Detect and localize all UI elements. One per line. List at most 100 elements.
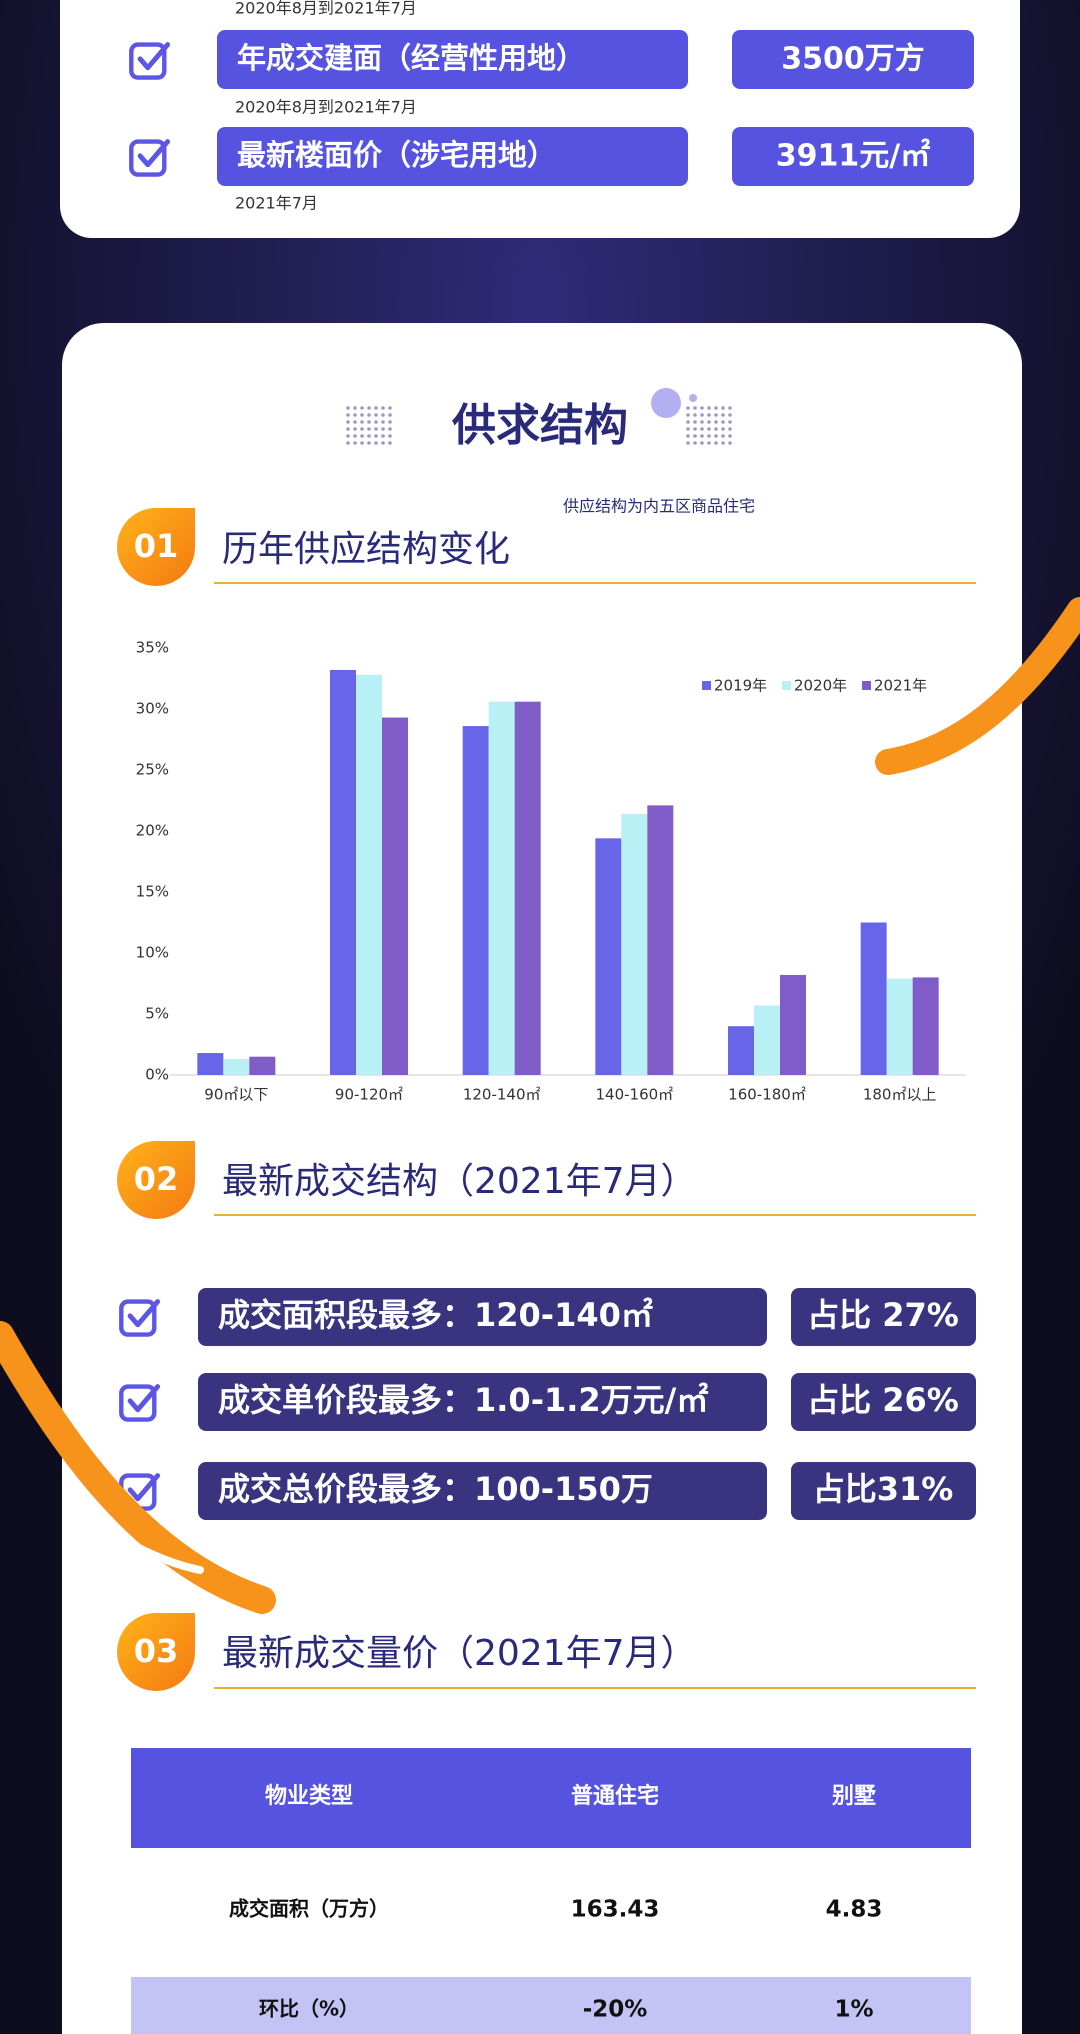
table-cell: 4.83 xyxy=(826,1897,883,1923)
dot xyxy=(346,406,350,410)
dot xyxy=(728,434,732,438)
bar xyxy=(356,674,382,1075)
dot xyxy=(360,434,364,438)
dot xyxy=(367,434,371,438)
y-tick-label: 10% xyxy=(136,944,169,962)
legend-label: 2019年 xyxy=(714,677,767,695)
deal-list: 成交面积段最多：120-140㎡ 占比 27% 成交单价段最多：1.0-1.2万元/… xyxy=(121,1288,976,1520)
section-number: 01 xyxy=(134,527,179,565)
table-row xyxy=(131,1977,971,2034)
dots-decoration xyxy=(346,406,732,445)
note: 2021年7月 xyxy=(235,194,318,213)
value-pill xyxy=(732,30,974,89)
share-pill xyxy=(791,1288,976,1346)
table-header-cell: 物业类型 xyxy=(265,1783,353,1809)
dot xyxy=(707,441,711,445)
deal-share: 占比 27% xyxy=(807,1296,959,1334)
bar xyxy=(621,813,648,1075)
label-pill xyxy=(198,1288,767,1346)
dot xyxy=(346,420,350,424)
dot xyxy=(367,441,371,445)
bar xyxy=(912,977,939,1075)
dot xyxy=(700,441,704,445)
y-tick-label: 5% xyxy=(145,1005,169,1023)
x-tick-label: 140-160㎡ xyxy=(595,1086,673,1104)
deal-label: 成交面积段最多：120-140㎡ xyxy=(218,1296,653,1334)
dot xyxy=(721,434,725,438)
dot xyxy=(360,413,364,417)
dot xyxy=(728,406,732,410)
dot xyxy=(367,406,371,410)
dot xyxy=(693,427,697,431)
legend-swatch xyxy=(702,681,711,690)
bar-chart: 0% 5% 10% 15% 20% 25% 30% 35% 90㎡以下 90-120㎡ 120-14… xyxy=(136,639,966,1104)
dot xyxy=(700,434,704,438)
dot xyxy=(707,406,711,410)
label-pill xyxy=(217,127,688,186)
bar xyxy=(647,805,674,1075)
table-cell: 1% xyxy=(834,1997,873,2023)
dot xyxy=(700,427,704,431)
table-header-cell: 普通住宅 xyxy=(571,1783,659,1809)
section-number: 02 xyxy=(134,1160,179,1198)
dot xyxy=(374,406,378,410)
y-tick-label: 20% xyxy=(136,822,169,840)
dot xyxy=(353,427,357,431)
dot xyxy=(728,427,732,431)
dot xyxy=(360,441,364,445)
bar xyxy=(514,701,541,1075)
dot xyxy=(353,406,357,410)
item-label: 年成交建面（经营性用地） xyxy=(237,41,585,75)
label-pill xyxy=(198,1373,767,1431)
table-cell: 成交面积（万方） xyxy=(229,1897,389,1921)
dot xyxy=(686,413,690,417)
decoration xyxy=(0,1321,276,1614)
label-pill xyxy=(198,1462,767,1520)
dot xyxy=(346,434,350,438)
dot xyxy=(353,413,357,417)
bar xyxy=(223,1059,250,1075)
share-pill xyxy=(791,1462,976,1520)
dot xyxy=(700,413,704,417)
dot xyxy=(388,434,392,438)
main-card xyxy=(62,323,1022,2034)
card-subtitle: 供应结构为内五区商品住宅 xyxy=(563,497,755,516)
dot xyxy=(686,441,690,445)
bar xyxy=(462,726,489,1075)
dot xyxy=(381,441,385,445)
y-tick-label: 35% xyxy=(136,639,169,657)
dot xyxy=(707,420,711,424)
dot xyxy=(360,406,364,410)
dot xyxy=(707,427,711,431)
dot xyxy=(693,441,697,445)
dot xyxy=(693,406,697,410)
table-cell: 163.43 xyxy=(571,1897,660,1923)
dot xyxy=(388,406,392,410)
x-tick-label: 90㎡以下 xyxy=(204,1086,268,1104)
dot xyxy=(714,441,718,445)
bar xyxy=(382,717,408,1075)
bar xyxy=(754,1005,780,1075)
y-tick-label: 0% xyxy=(145,1066,169,1084)
y-tick-label: 15% xyxy=(136,883,169,901)
bar xyxy=(860,922,887,1075)
dot xyxy=(686,406,690,410)
item-value: 3500万方 xyxy=(781,42,925,77)
legend-swatch xyxy=(782,681,791,690)
dot xyxy=(693,420,697,424)
dot xyxy=(686,434,690,438)
section-title: 最新成交结构（2021年7月） xyxy=(222,1161,697,1202)
dot xyxy=(367,427,371,431)
x-tick-label: 90-120㎡ xyxy=(335,1086,403,1104)
bar xyxy=(488,701,515,1075)
dot xyxy=(374,434,378,438)
note: 2020年8月到2021年7月 xyxy=(235,0,417,18)
dot xyxy=(381,434,385,438)
dot xyxy=(721,413,725,417)
bar xyxy=(886,978,913,1075)
dot xyxy=(686,427,690,431)
dot xyxy=(714,406,718,410)
legend-label: 2020年 xyxy=(794,677,847,695)
bar xyxy=(728,1026,754,1075)
